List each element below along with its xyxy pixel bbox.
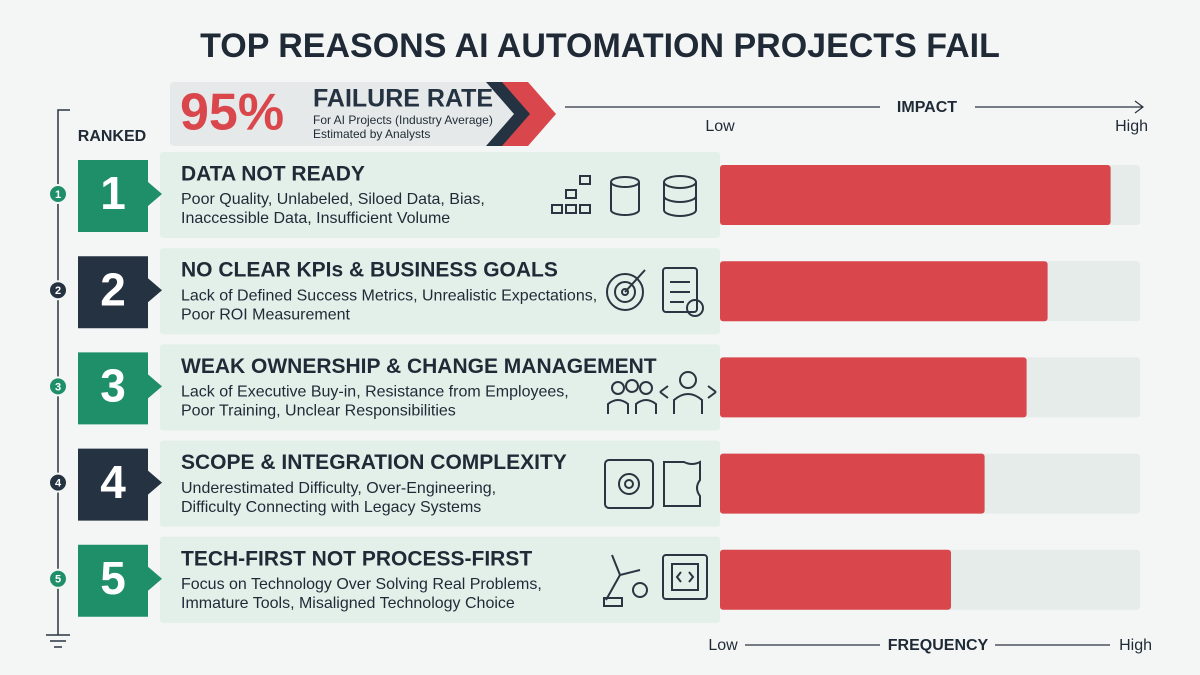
rank-box: [78, 448, 162, 521]
icons: [551, 175, 717, 607]
reason-description: Immature Tools, Misaligned Technology Ch…: [181, 595, 515, 612]
rank-number: 1: [100, 167, 126, 219]
badge-note: For AI Projects (Industry Average): [313, 113, 493, 127]
row-panel: [160, 440, 720, 527]
row-panel: [160, 344, 720, 431]
rank-dot-number: 4: [55, 478, 62, 490]
rank-dot: [48, 472, 68, 493]
rank-box: [78, 544, 162, 617]
rank-box: [78, 256, 162, 329]
bar: [720, 357, 1027, 418]
rank-dot: [48, 568, 68, 589]
badge-title: FAILURE RATE: [313, 85, 493, 113]
bar: [720, 453, 985, 514]
reason-description: Lack of Executive Buy-in, Resistance fro…: [181, 384, 569, 401]
reason-title: SCOPE & INTEGRATION COMPLEXITY: [181, 451, 567, 474]
ground-symbol: [46, 634, 70, 648]
rank-dot-number: 5: [55, 574, 61, 586]
reason-title: NO CLEAR KPIs & BUSINESS GOALS: [181, 259, 558, 282]
badge-note: Estimated by Analysts: [313, 127, 430, 141]
reason-description: Difficulty Connecting with Legacy System…: [181, 499, 481, 516]
rank-line: [57, 109, 70, 635]
x2-axis-label: IMPACT: [897, 99, 957, 116]
rank-dot: [48, 280, 68, 301]
bar: [720, 261, 1048, 322]
rank-box: [78, 160, 162, 232]
bar: [720, 549, 951, 610]
x-axis-label: FREQUENCY: [888, 637, 989, 654]
rank-dot-number: 2: [55, 285, 61, 297]
rank-dot-number: 1: [55, 189, 61, 201]
reason-description: Focus on Technology Over Solving Real Pr…: [181, 576, 542, 593]
row-panel: [160, 248, 720, 335]
x2-tick-label: High: [1115, 118, 1148, 135]
reason-title: TECH-FIRST NOT PROCESS-FIRST: [181, 547, 532, 570]
reason-description: Lack of Defined Success Metrics, Unreali…: [181, 287, 597, 304]
rank-dot-number: 3: [55, 381, 61, 393]
reason-description: Poor Quality, Unlabeled, Siloed Data, Bi…: [181, 191, 485, 208]
rank-number: 2: [100, 263, 126, 315]
reason-description: Underestimated Difficulty, Over-Engineer…: [181, 480, 496, 497]
title: TOP REASONS AI AUTOMATION PROJECTS FAIL: [200, 27, 1000, 65]
rank-dot: [48, 376, 68, 397]
bar: [720, 165, 1111, 225]
impact-axis: [565, 100, 1144, 114]
row-panel: [160, 536, 720, 623]
reason-description: Poor ROI Measurement: [181, 306, 351, 323]
ranked-label: RANKED: [78, 128, 146, 145]
rank-box: [78, 352, 162, 425]
rank-number: 4: [100, 456, 126, 508]
badge-headline: 95%: [180, 84, 284, 142]
x-tick-label: High: [1119, 637, 1152, 654]
row-panel: [160, 152, 720, 238]
reason-title: DATA NOT READY: [181, 163, 365, 186]
rank-number: 5: [100, 552, 126, 604]
reason-description: Poor Training, Unclear Responsibilities: [181, 403, 456, 420]
reason-description: Inaccessible Data, Insufficient Volume: [181, 210, 450, 227]
rank-number: 3: [100, 360, 126, 412]
x2-tick-label: Low: [705, 118, 735, 135]
rank-dot: [48, 184, 68, 204]
badge-chevron: [486, 82, 530, 146]
x-tick-label: Low: [708, 637, 738, 654]
badge-box: [170, 82, 515, 146]
reason-title: WEAK OWNERSHIP & CHANGE MANAGEMENT: [181, 355, 657, 378]
